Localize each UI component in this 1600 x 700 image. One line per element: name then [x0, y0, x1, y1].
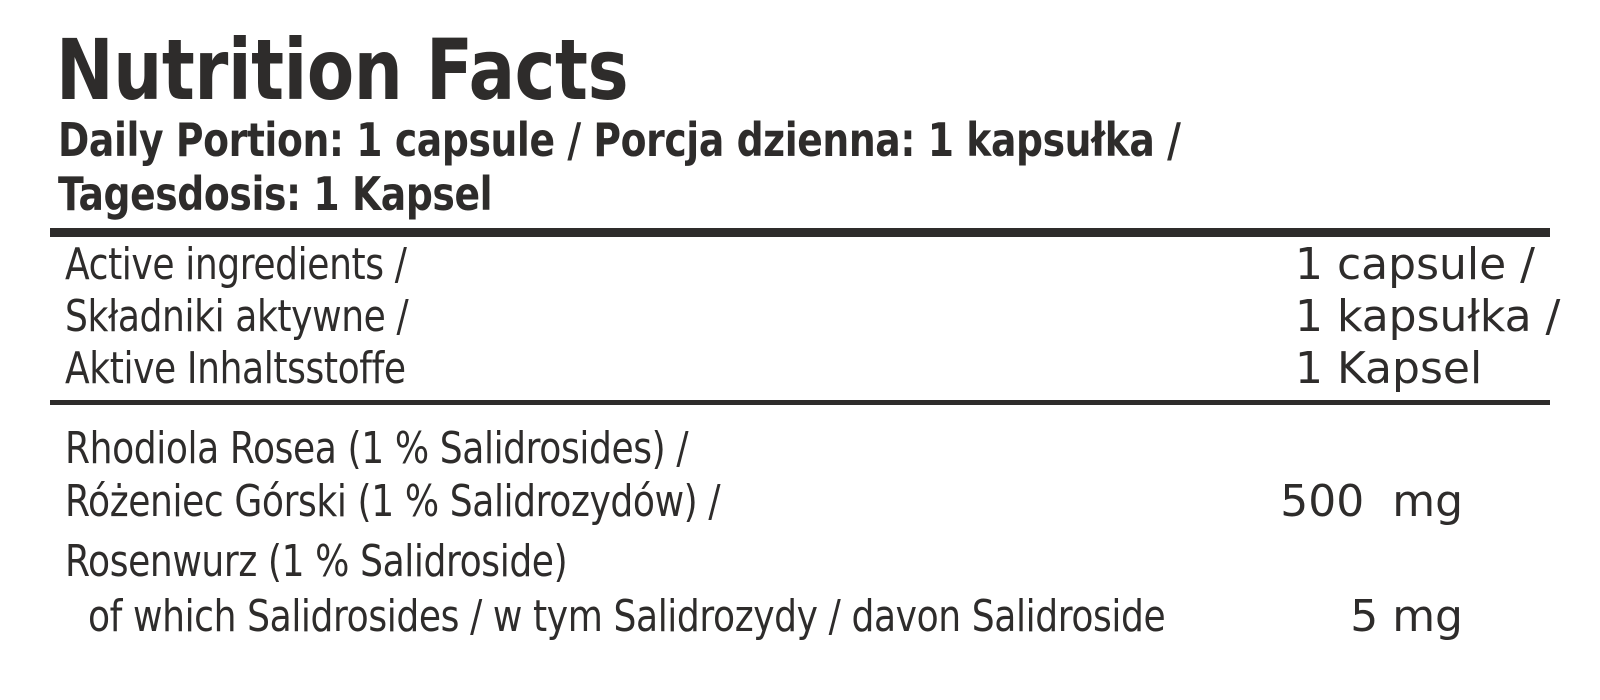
active-ingredients-label-de: Aktive Inhaltsstoffe [65, 343, 406, 394]
daily-portion-line-de: Tagesdosis: 1 Kapsel [58, 167, 493, 221]
ingredient-salidrosides-amount: 5 mg [1350, 591, 1463, 642]
separator-rule-thick [50, 228, 1550, 237]
active-ingredients-label-en: Active ingredients / [65, 239, 407, 290]
capsule-quantity-de: 1 Kapsel [1295, 343, 1483, 394]
nutrition-facts-title: Nutrition Facts [56, 21, 629, 119]
daily-portion-line-en-pl: Daily Portion: 1 capsule / Porcja dzienn… [58, 113, 1181, 167]
ingredient-rhodiola-name-de: Rosenwurz (1 % Salidroside) [65, 536, 568, 587]
separator-rule-thin [50, 400, 1550, 405]
capsule-quantity-en: 1 capsule / [1295, 239, 1535, 290]
active-ingredients-label-pl: Składniki aktywne / [65, 291, 409, 342]
ingredient-rhodiola-amount: 500 mg [1280, 476, 1463, 527]
ingredient-rhodiola-name-pl: Różeniec Górski (1 % Salidrozydów) / [65, 476, 721, 527]
capsule-quantity-pl: 1 kapsułka / [1295, 291, 1561, 342]
ingredient-rhodiola-name-en: Rhodiola Rosea (1 % Salidrosides) / [65, 423, 689, 474]
ingredient-salidrosides-name: of which Salidrosides / w tym Salidrozyd… [88, 591, 1166, 642]
